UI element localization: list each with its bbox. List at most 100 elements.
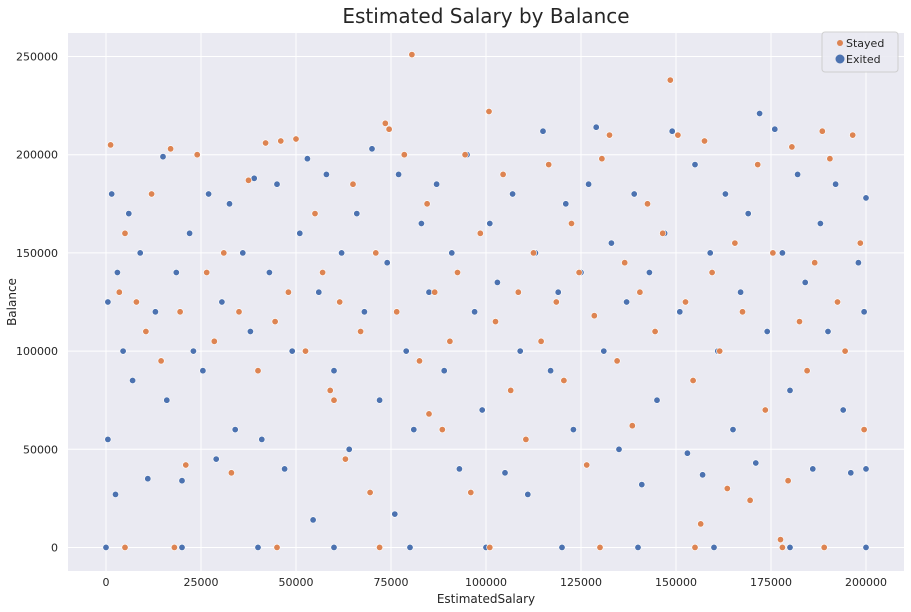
data-point-exited bbox=[205, 190, 213, 198]
data-point-stayed bbox=[856, 239, 864, 247]
data-point-exited bbox=[455, 465, 463, 473]
data-point-stayed bbox=[170, 543, 178, 551]
data-point-stayed bbox=[431, 288, 439, 296]
data-point-stayed bbox=[499, 170, 507, 178]
data-point-exited bbox=[178, 543, 186, 551]
data-point-exited bbox=[794, 170, 802, 178]
data-point-stayed bbox=[681, 298, 689, 306]
data-point-stayed bbox=[423, 200, 431, 208]
data-point-exited bbox=[104, 298, 112, 306]
data-point-stayed bbox=[746, 496, 754, 504]
data-point-exited bbox=[402, 347, 410, 355]
data-point-exited bbox=[691, 161, 699, 169]
x-tick-label: 50000 bbox=[279, 576, 314, 589]
data-point-stayed bbox=[590, 312, 598, 320]
data-point-exited bbox=[159, 153, 167, 161]
data-point-stayed bbox=[596, 543, 604, 551]
data-point-exited bbox=[136, 249, 144, 257]
data-point-exited bbox=[406, 543, 414, 551]
data-point-exited bbox=[778, 249, 786, 257]
data-point-exited bbox=[102, 543, 110, 551]
data-point-exited bbox=[554, 288, 562, 296]
data-point-stayed bbox=[522, 435, 530, 443]
x-tick-label: 100000 bbox=[465, 576, 507, 589]
data-point-exited bbox=[360, 308, 368, 316]
data-point-exited bbox=[353, 210, 361, 218]
data-point-exited bbox=[281, 465, 289, 473]
data-point-stayed bbox=[841, 347, 849, 355]
data-point-exited bbox=[645, 268, 653, 276]
data-point-stayed bbox=[560, 376, 568, 384]
data-point-stayed bbox=[674, 131, 682, 139]
data-point-stayed bbox=[537, 337, 545, 345]
data-point-stayed bbox=[453, 268, 461, 276]
data-point-stayed bbox=[636, 288, 644, 296]
data-point-exited bbox=[125, 210, 133, 218]
legend: Stayed Exited bbox=[821, 31, 899, 73]
data-point-exited bbox=[231, 426, 239, 434]
data-point-stayed bbox=[784, 477, 792, 485]
data-point-stayed bbox=[400, 151, 408, 159]
data-point-stayed bbox=[336, 298, 344, 306]
data-point-stayed bbox=[425, 410, 433, 418]
data-point-stayed bbox=[708, 268, 716, 276]
data-point-stayed bbox=[476, 229, 484, 237]
data-points bbox=[102, 51, 870, 551]
data-point-exited bbox=[330, 367, 338, 375]
data-point-exited bbox=[129, 376, 137, 384]
data-point-stayed bbox=[700, 137, 708, 145]
data-point-exited bbox=[860, 308, 868, 316]
data-point-exited bbox=[144, 475, 152, 483]
data-point-exited bbox=[585, 180, 593, 188]
data-point-exited bbox=[199, 367, 207, 375]
data-point-exited bbox=[212, 455, 220, 463]
data-point-stayed bbox=[438, 426, 446, 434]
y-tick-label: 200000 bbox=[16, 149, 58, 162]
data-point-stayed bbox=[157, 357, 165, 365]
data-point-stayed bbox=[357, 327, 365, 335]
x-axis-title: EstimatedSalary bbox=[437, 592, 535, 606]
data-point-exited bbox=[786, 543, 794, 551]
data-point-stayed bbox=[754, 161, 762, 169]
data-point-exited bbox=[592, 123, 600, 131]
data-point-stayed bbox=[769, 249, 777, 257]
data-point-stayed bbox=[254, 367, 262, 375]
data-point-exited bbox=[391, 510, 399, 518]
data-point-stayed bbox=[349, 180, 357, 188]
data-point-stayed bbox=[621, 259, 629, 267]
data-point-stayed bbox=[121, 229, 129, 237]
data-point-stayed bbox=[408, 51, 416, 59]
data-point-exited bbox=[478, 406, 486, 414]
data-point-exited bbox=[607, 239, 615, 247]
data-point-stayed bbox=[723, 484, 731, 492]
data-point-stayed bbox=[277, 137, 285, 145]
x-tick-label: 0 bbox=[103, 576, 110, 589]
data-point-exited bbox=[744, 210, 752, 218]
data-point-stayed bbox=[529, 249, 537, 257]
data-point-stayed bbox=[716, 347, 724, 355]
data-point-stayed bbox=[788, 143, 796, 151]
data-point-exited bbox=[239, 249, 247, 257]
data-point-stayed bbox=[811, 259, 819, 267]
y-tick-label: 100000 bbox=[16, 345, 58, 358]
data-point-exited bbox=[600, 347, 608, 355]
data-point-stayed bbox=[485, 108, 493, 116]
data-point-exited bbox=[440, 367, 448, 375]
data-point-exited bbox=[258, 435, 266, 443]
data-point-exited bbox=[448, 249, 456, 257]
x-tick-label: 200000 bbox=[845, 576, 887, 589]
data-point-exited bbox=[315, 288, 323, 296]
data-point-stayed bbox=[613, 357, 621, 365]
data-point-exited bbox=[668, 127, 676, 135]
data-point-stayed bbox=[731, 239, 739, 247]
data-point-exited bbox=[273, 180, 281, 188]
data-point-exited bbox=[395, 170, 403, 178]
y-tick-label: 0 bbox=[51, 541, 58, 554]
data-point-stayed bbox=[818, 127, 826, 135]
data-point-exited bbox=[345, 445, 353, 453]
data-point-exited bbox=[786, 386, 794, 394]
data-point-exited bbox=[501, 469, 509, 477]
data-point-stayed bbox=[575, 268, 583, 276]
data-point-stayed bbox=[326, 386, 334, 394]
